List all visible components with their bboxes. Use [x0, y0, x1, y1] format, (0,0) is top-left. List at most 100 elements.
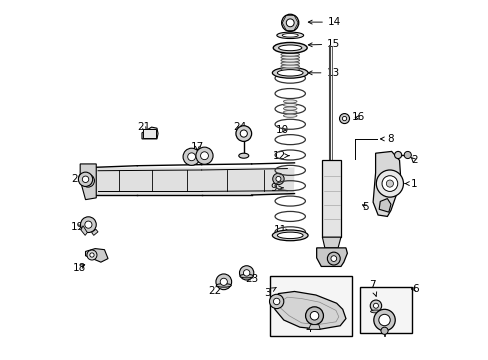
Circle shape: [239, 266, 253, 280]
Text: 22: 22: [208, 283, 222, 296]
Text: 8: 8: [380, 134, 393, 144]
Circle shape: [90, 253, 94, 257]
Ellipse shape: [281, 56, 299, 59]
Ellipse shape: [283, 103, 296, 107]
Circle shape: [305, 307, 323, 325]
Ellipse shape: [272, 230, 307, 241]
Circle shape: [81, 217, 96, 233]
Text: 3: 3: [264, 287, 276, 297]
Text: 4: 4: [305, 318, 311, 334]
Text: 13: 13: [307, 68, 339, 78]
Ellipse shape: [277, 232, 303, 239]
Circle shape: [339, 113, 349, 123]
Circle shape: [235, 126, 251, 141]
Circle shape: [81, 174, 94, 187]
Circle shape: [220, 278, 227, 285]
Ellipse shape: [281, 50, 299, 53]
Polygon shape: [322, 237, 340, 248]
Text: 19: 19: [71, 222, 84, 232]
Circle shape: [183, 148, 200, 165]
Text: 15: 15: [307, 39, 340, 49]
Text: 23: 23: [244, 274, 258, 284]
Ellipse shape: [273, 42, 306, 53]
Circle shape: [376, 170, 403, 197]
Ellipse shape: [281, 47, 299, 50]
Circle shape: [273, 298, 279, 305]
Circle shape: [240, 130, 247, 137]
Text: 5: 5: [362, 202, 368, 212]
Polygon shape: [308, 325, 320, 329]
Circle shape: [342, 116, 346, 121]
Ellipse shape: [216, 284, 231, 287]
Text: 18: 18: [73, 262, 86, 273]
Circle shape: [275, 176, 281, 181]
Bar: [359, 287, 411, 333]
Text: 17: 17: [190, 142, 203, 152]
Circle shape: [404, 152, 410, 158]
Ellipse shape: [281, 59, 299, 62]
Circle shape: [272, 173, 284, 185]
Ellipse shape: [283, 107, 296, 110]
Ellipse shape: [272, 67, 307, 78]
Circle shape: [394, 152, 401, 158]
Text: 9: 9: [270, 183, 283, 193]
Circle shape: [200, 152, 208, 159]
Polygon shape: [372, 152, 400, 216]
Ellipse shape: [283, 114, 296, 117]
Circle shape: [216, 274, 231, 290]
Ellipse shape: [370, 310, 381, 313]
Text: 10: 10: [275, 125, 288, 135]
Text: 20: 20: [71, 174, 84, 184]
Polygon shape: [85, 249, 108, 262]
Circle shape: [281, 14, 298, 31]
Ellipse shape: [282, 33, 298, 37]
Polygon shape: [91, 229, 98, 235]
Text: 21: 21: [137, 122, 150, 132]
Polygon shape: [142, 127, 158, 139]
Ellipse shape: [238, 153, 248, 158]
Circle shape: [380, 327, 387, 334]
Text: 16: 16: [351, 112, 365, 122]
Polygon shape: [316, 248, 346, 266]
Text: 24: 24: [233, 122, 246, 132]
Text: 14: 14: [307, 17, 341, 27]
Ellipse shape: [281, 62, 299, 65]
Ellipse shape: [281, 64, 299, 68]
Ellipse shape: [278, 45, 301, 51]
Circle shape: [269, 294, 283, 309]
Circle shape: [326, 252, 340, 265]
Ellipse shape: [283, 111, 296, 114]
Ellipse shape: [277, 69, 303, 76]
Polygon shape: [378, 199, 390, 212]
Ellipse shape: [283, 100, 296, 103]
Polygon shape: [89, 167, 294, 195]
Text: 1: 1: [404, 179, 417, 189]
Circle shape: [330, 256, 336, 261]
Circle shape: [369, 300, 381, 311]
Circle shape: [78, 172, 93, 186]
Circle shape: [85, 178, 91, 184]
Text: 12: 12: [272, 151, 288, 161]
Polygon shape: [81, 226, 87, 235]
Ellipse shape: [276, 32, 303, 39]
Circle shape: [381, 176, 397, 192]
Circle shape: [373, 309, 394, 331]
Text: 7: 7: [368, 280, 376, 296]
Circle shape: [386, 180, 393, 187]
Circle shape: [309, 311, 318, 320]
Circle shape: [378, 314, 389, 326]
Circle shape: [84, 221, 92, 228]
Polygon shape: [80, 164, 96, 200]
Bar: [269, 276, 352, 337]
Text: 11: 11: [273, 225, 289, 235]
Bar: [142, 129, 156, 138]
Circle shape: [373, 303, 378, 308]
Circle shape: [187, 153, 195, 161]
Ellipse shape: [281, 67, 299, 71]
Polygon shape: [273, 292, 345, 329]
Ellipse shape: [240, 274, 253, 278]
Circle shape: [243, 270, 249, 276]
Circle shape: [285, 19, 294, 27]
Bar: [322, 160, 340, 237]
Text: 6: 6: [411, 284, 418, 294]
